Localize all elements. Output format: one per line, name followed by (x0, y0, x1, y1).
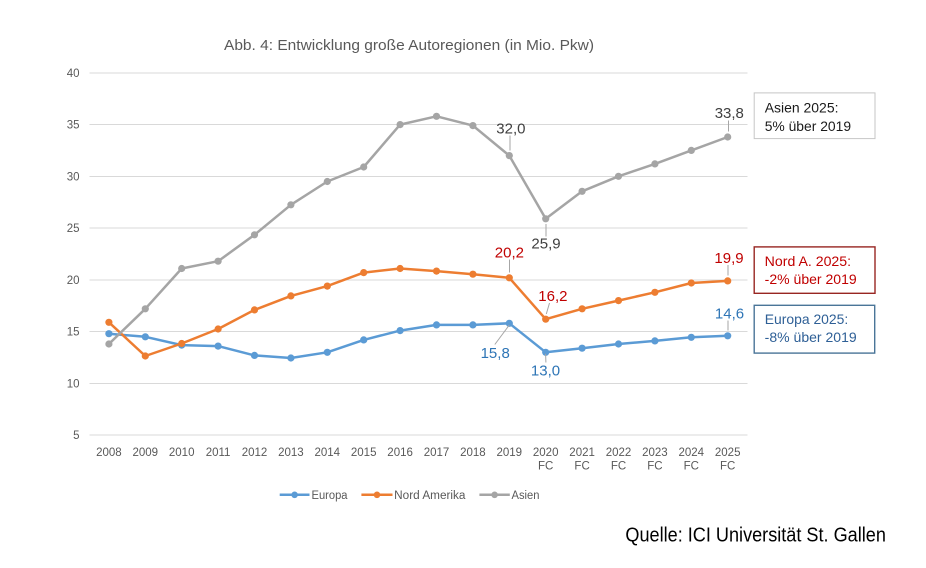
svg-text:Quelle: ICI Universität St. Ga: Quelle: ICI Universität St. Gallen (625, 525, 886, 547)
svg-text:13,0: 13,0 (531, 363, 560, 380)
svg-text:2014: 2014 (315, 447, 341, 459)
svg-text:14,6: 14,6 (715, 306, 744, 323)
svg-text:40: 40 (67, 68, 80, 80)
svg-text:Nord Amerika: Nord Amerika (394, 490, 466, 502)
svg-text:2019: 2019 (497, 447, 523, 459)
svg-text:32,0: 32,0 (496, 120, 525, 137)
svg-text:19,9: 19,9 (714, 250, 743, 267)
svg-text:2017: 2017 (424, 447, 450, 459)
svg-text:2011: 2011 (206, 447, 231, 459)
svg-text:-8% über 2019: -8% über 2019 (765, 329, 857, 345)
svg-text:Abb. 4: Entwicklung große Auto: Abb. 4: Entwicklung große Autoregionen (… (224, 38, 594, 54)
svg-text:2025: 2025 (715, 447, 741, 459)
svg-text:Asien: Asien (512, 490, 540, 502)
svg-text:5: 5 (73, 430, 79, 442)
svg-text:2015: 2015 (351, 447, 377, 459)
svg-text:2020: 2020 (533, 447, 559, 459)
svg-text:35: 35 (67, 120, 80, 132)
svg-text:Nord A. 2025:: Nord A. 2025: (765, 253, 851, 269)
svg-text:33,8: 33,8 (715, 105, 744, 122)
svg-text:2013: 2013 (278, 447, 304, 459)
svg-text:2023: 2023 (642, 447, 668, 459)
svg-text:16,2: 16,2 (538, 288, 567, 305)
svg-text:25,9: 25,9 (531, 235, 560, 252)
svg-text:25: 25 (67, 223, 80, 235)
svg-text:FC: FC (647, 461, 662, 473)
svg-text:2008: 2008 (96, 447, 122, 459)
svg-text:2024: 2024 (679, 447, 705, 459)
svg-text:2018: 2018 (460, 447, 486, 459)
svg-text:FC: FC (538, 461, 553, 473)
svg-text:2016: 2016 (387, 447, 413, 459)
svg-text:FC: FC (574, 461, 589, 473)
svg-text:FC: FC (684, 461, 699, 473)
svg-text:2009: 2009 (133, 447, 159, 459)
svg-text:2012: 2012 (242, 447, 268, 459)
svg-text:FC: FC (611, 461, 626, 473)
svg-text:2010: 2010 (169, 447, 195, 459)
svg-text:20,2: 20,2 (495, 244, 524, 261)
svg-text:Europa: Europa (312, 490, 349, 502)
svg-text:-2% über 2019: -2% über 2019 (765, 271, 857, 287)
svg-text:20: 20 (67, 275, 80, 287)
svg-text:15,8: 15,8 (481, 345, 510, 362)
svg-text:15: 15 (67, 327, 80, 339)
svg-text:FC: FC (720, 461, 735, 473)
svg-text:30: 30 (67, 171, 80, 183)
svg-text:10: 10 (67, 378, 80, 390)
svg-text:5% über 2019: 5% über 2019 (765, 118, 852, 134)
svg-text:Asien 2025:: Asien 2025: (765, 99, 839, 115)
svg-text:2022: 2022 (606, 447, 632, 459)
svg-text:Europa 2025:: Europa 2025: (765, 311, 849, 327)
svg-text:2021: 2021 (569, 447, 595, 459)
